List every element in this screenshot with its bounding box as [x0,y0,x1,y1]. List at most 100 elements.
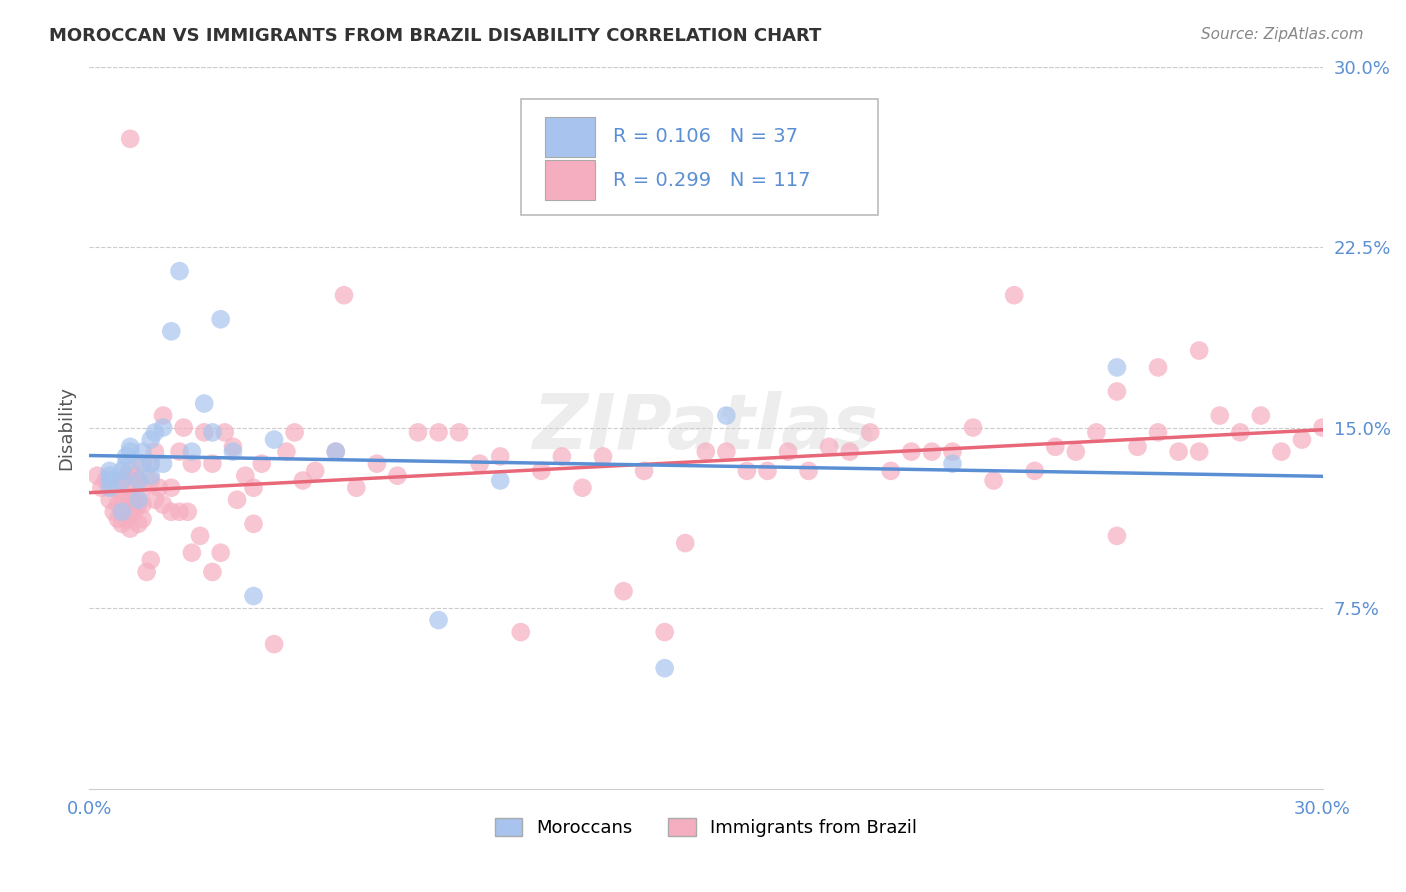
Point [921,444,943,458]
Point [859,425,882,440]
Point [735,464,758,478]
Point [173,420,195,434]
Point [139,433,162,447]
Point [427,425,450,440]
Point [107,512,129,526]
Point [94,474,117,488]
Point [1064,444,1087,458]
Point [427,613,450,627]
Point [797,464,820,478]
Point [177,505,200,519]
Point [131,498,153,512]
FancyBboxPatch shape [546,117,595,157]
Point [209,546,232,560]
Point [673,536,696,550]
Point [654,661,676,675]
Point [333,288,356,302]
Point [201,425,224,440]
Point [654,625,676,640]
Point [962,420,984,434]
Point [1291,433,1313,447]
Point [1167,444,1189,458]
Point [143,444,166,458]
Point [509,625,531,640]
Point [115,488,138,502]
Point [222,444,245,458]
Point [242,481,264,495]
Point [111,516,134,531]
Point [98,464,121,478]
Point [120,474,142,488]
Point [139,553,162,567]
Point [489,474,512,488]
Point [716,444,738,458]
Point [107,498,129,512]
Text: Source: ZipAtlas.com: Source: ZipAtlas.com [1201,27,1364,42]
Point [941,457,963,471]
Point [120,132,142,146]
Point [127,516,149,531]
Point [242,516,264,531]
Point [90,481,112,495]
Point [250,457,273,471]
Point [900,444,922,458]
Point [1209,409,1232,423]
Point [633,464,655,478]
Point [387,468,409,483]
Point [818,440,841,454]
Point [120,440,142,454]
Point [115,457,138,471]
Y-axis label: Disability: Disability [58,385,75,469]
Point [139,457,162,471]
Point [103,481,125,495]
Point [152,409,174,423]
Point [180,457,202,471]
Point [880,464,903,478]
Point [131,457,153,471]
Point [193,425,215,440]
Point [135,565,157,579]
Point [1147,360,1170,375]
Point [242,589,264,603]
Point [1045,440,1067,454]
Point [124,492,146,507]
Point [188,529,211,543]
Point [193,396,215,410]
Point [1085,425,1108,440]
Point [1024,464,1046,478]
Point [263,433,285,447]
Point [263,637,285,651]
Point [169,505,191,519]
Point [152,498,174,512]
Point [233,468,256,483]
Point [111,505,134,519]
Point [1229,425,1251,440]
Point [941,444,963,458]
Point [406,425,429,440]
Point [152,457,174,471]
Point [169,264,191,278]
Point [716,409,738,423]
Point [201,565,224,579]
Point [304,464,326,478]
Text: ZIPatlas: ZIPatlas [533,391,879,465]
Point [98,492,121,507]
Point [1312,420,1334,434]
Point [222,440,245,454]
Point [139,468,162,483]
Point [325,444,347,458]
Point [1147,425,1170,440]
Point [127,492,149,507]
Text: R = 0.106   N = 37: R = 0.106 N = 37 [613,128,799,146]
Point [756,464,779,478]
Point [160,505,183,519]
Point [201,457,224,471]
Point [695,444,717,458]
Point [127,474,149,488]
Point [468,457,491,471]
Point [530,464,553,478]
Point [160,481,183,495]
FancyBboxPatch shape [546,161,595,200]
Point [124,505,146,519]
Point [551,450,574,464]
